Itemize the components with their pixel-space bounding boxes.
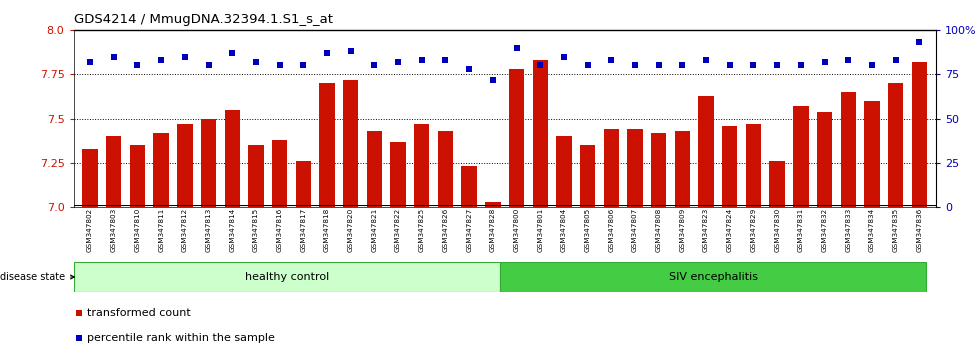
Bar: [154, 133, 169, 207]
Bar: [722, 126, 738, 207]
Text: GSM347832: GSM347832: [821, 208, 827, 252]
Text: transformed count: transformed count: [87, 308, 191, 318]
Text: GSM347828: GSM347828: [490, 208, 496, 252]
Text: GSM347821: GSM347821: [371, 208, 377, 252]
Bar: [390, 142, 406, 207]
Bar: [415, 124, 429, 207]
Bar: [817, 112, 832, 207]
Bar: [296, 161, 311, 207]
Text: GSM347831: GSM347831: [798, 208, 804, 252]
Bar: [367, 131, 382, 207]
Bar: [769, 161, 785, 207]
Text: GSM347827: GSM347827: [466, 208, 472, 252]
Bar: [129, 145, 145, 207]
Bar: [888, 83, 904, 207]
Text: GSM347833: GSM347833: [845, 208, 852, 252]
Text: GDS4214 / MmugDNA.32394.1.S1_s_at: GDS4214 / MmugDNA.32394.1.S1_s_at: [74, 13, 332, 26]
Bar: [674, 131, 690, 207]
Text: GSM347822: GSM347822: [395, 208, 401, 252]
Text: GSM347816: GSM347816: [276, 208, 282, 252]
Text: GSM347820: GSM347820: [348, 208, 354, 252]
Bar: [82, 149, 98, 207]
Bar: [911, 62, 927, 207]
Bar: [841, 92, 856, 207]
Text: GSM347813: GSM347813: [206, 208, 212, 252]
Bar: [627, 129, 643, 207]
Text: GSM347802: GSM347802: [87, 208, 93, 252]
Text: GSM347817: GSM347817: [300, 208, 307, 252]
Text: GSM347809: GSM347809: [679, 208, 685, 252]
Bar: [438, 131, 453, 207]
Text: GSM347829: GSM347829: [751, 208, 757, 252]
Text: GSM347815: GSM347815: [253, 208, 259, 252]
Text: GSM347805: GSM347805: [585, 208, 591, 252]
Text: GSM347835: GSM347835: [893, 208, 899, 252]
Bar: [557, 136, 571, 207]
Text: GSM347808: GSM347808: [656, 208, 662, 252]
Bar: [177, 124, 192, 207]
Text: GSM347800: GSM347800: [514, 208, 519, 252]
Text: GSM347806: GSM347806: [609, 208, 614, 252]
Text: GSM347812: GSM347812: [182, 208, 188, 252]
Bar: [651, 133, 666, 207]
Bar: [319, 83, 335, 207]
Bar: [532, 60, 548, 207]
Bar: [343, 80, 359, 207]
Text: SIV encephalitis: SIV encephalitis: [668, 272, 758, 282]
Text: GSM347803: GSM347803: [111, 208, 117, 252]
Text: GSM347830: GSM347830: [774, 208, 780, 252]
Text: GSM347814: GSM347814: [229, 208, 235, 252]
Bar: [248, 145, 264, 207]
Text: GSM347836: GSM347836: [916, 208, 922, 252]
Text: GSM347818: GSM347818: [324, 208, 330, 252]
Text: healthy control: healthy control: [245, 272, 329, 282]
Bar: [580, 145, 595, 207]
Bar: [509, 69, 524, 207]
Bar: [271, 140, 287, 207]
Text: GSM347810: GSM347810: [134, 208, 140, 252]
Bar: [106, 136, 122, 207]
Text: GSM347824: GSM347824: [727, 208, 733, 252]
Bar: [462, 166, 477, 207]
Text: GSM347825: GSM347825: [418, 208, 424, 252]
Text: GSM347801: GSM347801: [537, 208, 543, 252]
Text: GSM347826: GSM347826: [442, 208, 449, 252]
Bar: [224, 110, 240, 207]
Bar: [864, 101, 880, 207]
Text: percentile rank within the sample: percentile rank within the sample: [87, 333, 275, 343]
Bar: [485, 202, 501, 207]
Text: GSM347807: GSM347807: [632, 208, 638, 252]
Text: GSM347804: GSM347804: [561, 208, 567, 252]
Text: disease state: disease state: [0, 272, 74, 282]
Bar: [201, 119, 217, 207]
Bar: [746, 124, 761, 207]
Bar: [604, 129, 619, 207]
Bar: [793, 106, 808, 207]
Bar: [74, 262, 500, 292]
Bar: [699, 96, 713, 207]
Text: GSM347811: GSM347811: [158, 208, 165, 252]
Text: GSM347834: GSM347834: [869, 208, 875, 252]
Text: GSM347823: GSM347823: [703, 208, 710, 252]
Bar: [500, 262, 926, 292]
